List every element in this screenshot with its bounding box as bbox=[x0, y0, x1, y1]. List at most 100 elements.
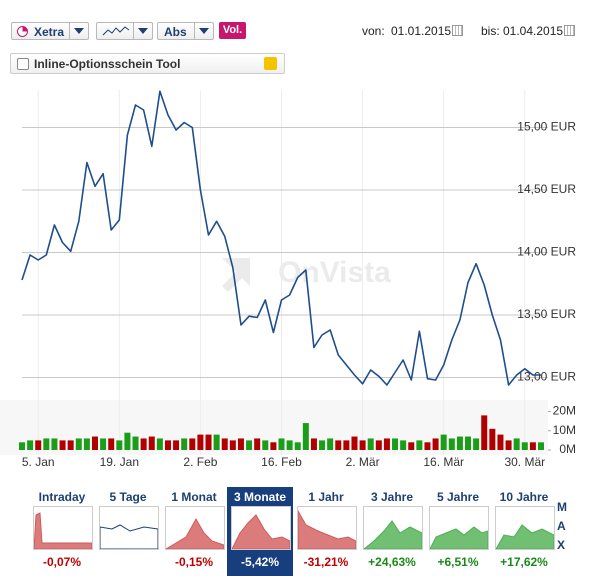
volume-bar bbox=[221, 438, 228, 450]
volume-bar bbox=[254, 438, 261, 450]
y-tick-label: 13,50 EUR bbox=[517, 307, 576, 321]
max-label[interactable]: X bbox=[557, 538, 566, 552]
period-thumbnail bbox=[495, 506, 555, 550]
volume-bar bbox=[229, 440, 236, 450]
volume-bar bbox=[432, 438, 439, 450]
x-tick-label: 16. Feb bbox=[261, 455, 302, 469]
max-label[interactable]: A bbox=[557, 519, 566, 533]
volume-bar bbox=[116, 440, 123, 450]
sparkline bbox=[164, 517, 225, 550]
volume-bar bbox=[319, 440, 326, 450]
volume-bar bbox=[148, 436, 155, 450]
x-tick-label: 19. Jan bbox=[100, 455, 139, 469]
volume-bar bbox=[473, 438, 480, 450]
mode-label: Abs bbox=[164, 25, 187, 39]
volume-bar bbox=[302, 423, 309, 450]
volume-tick-label: 20M bbox=[553, 404, 576, 418]
volume-bar bbox=[140, 438, 147, 450]
to-date[interactable]: 01.04.2015 bbox=[503, 24, 576, 38]
volume-bar bbox=[100, 438, 107, 450]
calendar-icon bbox=[452, 25, 464, 36]
tool-label: Inline-Optionsschein Tool bbox=[34, 57, 181, 71]
price-line bbox=[21, 90, 541, 386]
volume-bar bbox=[424, 442, 431, 450]
chart-type-dropdown[interactable] bbox=[96, 22, 153, 40]
period-change: +17,62% bbox=[500, 555, 548, 569]
volume-bar bbox=[538, 442, 544, 450]
volume-bar bbox=[335, 440, 342, 450]
volume-bar bbox=[27, 440, 34, 450]
from-date-text: 01.01.2015 bbox=[391, 24, 452, 38]
period-tab[interactable]: Intraday -0,07% bbox=[29, 487, 95, 576]
dropdown-arrow bbox=[194, 23, 213, 39]
mode-dropdown[interactable]: Abs bbox=[157, 22, 214, 40]
period-change: +24,63% bbox=[368, 555, 416, 569]
period-thumbnail bbox=[99, 506, 159, 550]
period-tab[interactable]: 5 Jahre +6,51% bbox=[425, 487, 491, 576]
period-tab[interactable]: 10 Jahre +17,62% bbox=[491, 487, 557, 576]
volume-bar bbox=[408, 442, 415, 450]
sparkline bbox=[231, 514, 291, 550]
sparkline-area bbox=[99, 524, 159, 550]
volume-bar bbox=[367, 438, 374, 450]
volume-bar bbox=[262, 440, 269, 450]
max-label[interactable]: M bbox=[557, 500, 567, 514]
volume-bar bbox=[35, 440, 42, 450]
period-tabs: Intraday -0,07% 5 Tage 1 Monat -0,15% 3 Monat… bbox=[29, 487, 557, 576]
volume-bar bbox=[51, 438, 58, 450]
period-tab[interactable]: 5 Tage bbox=[95, 487, 161, 576]
volume-bar bbox=[359, 440, 366, 450]
period-thumbnail bbox=[33, 506, 93, 550]
volume-bar bbox=[246, 440, 253, 450]
exchange-dropdown[interactable]: Xetra bbox=[11, 22, 89, 40]
volume-bar bbox=[237, 438, 244, 450]
period-change: -0,15% bbox=[174, 555, 214, 569]
volume-bar bbox=[375, 440, 382, 450]
period-label: Intraday bbox=[38, 490, 86, 504]
volume-bar bbox=[164, 440, 171, 450]
volume-bar bbox=[43, 438, 50, 450]
period-thumbnail bbox=[297, 506, 357, 550]
period-label: 10 Jahre bbox=[499, 490, 549, 504]
sparkline bbox=[99, 524, 159, 550]
checkbox[interactable] bbox=[17, 58, 29, 70]
volume-bar bbox=[505, 440, 512, 450]
period-tab[interactable]: 3 Monate -5,42% bbox=[227, 487, 293, 576]
period-change: -31,21% bbox=[303, 555, 349, 569]
period-tab[interactable]: 1 Jahr -31,21% bbox=[293, 487, 359, 576]
period-label: 1 Monat bbox=[171, 490, 217, 504]
y-tick-label: 14,50 EUR bbox=[517, 182, 576, 196]
volume-bar bbox=[67, 440, 74, 450]
x-tick-label: 2. Feb bbox=[183, 455, 217, 469]
volume-bar bbox=[278, 438, 285, 450]
volume-bar bbox=[351, 436, 358, 450]
to-label: bis: bbox=[481, 24, 500, 38]
y-tick-label: 13,00 EUR bbox=[517, 370, 576, 384]
period-label: 3 Monate bbox=[233, 490, 286, 504]
bank-logo bbox=[264, 57, 277, 70]
sparkline-area bbox=[231, 514, 291, 550]
volume-bar bbox=[383, 438, 390, 450]
x-tick-label: 2. Mär bbox=[346, 455, 380, 469]
period-change: -5,42% bbox=[240, 555, 280, 569]
to-date-text: 01.04.2015 bbox=[503, 24, 564, 38]
chart: OnVista 5. Jan 19. Jan 2. Feb 16. Feb 2. Mär… bbox=[0, 90, 576, 469]
volume-bar bbox=[19, 442, 25, 450]
volume-bar bbox=[489, 428, 496, 450]
period-change: -0,07% bbox=[42, 555, 82, 569]
period-tab[interactable]: 3 Jahre +24,63% bbox=[359, 487, 425, 576]
sparkline-area bbox=[495, 524, 555, 550]
sparkline bbox=[495, 524, 555, 550]
exchange-icon bbox=[17, 26, 28, 37]
y-tick-label: 14,00 EUR bbox=[517, 245, 576, 259]
volume-button[interactable]: Vol. bbox=[219, 22, 246, 39]
volume-bar bbox=[343, 440, 350, 450]
period-tab[interactable]: 1 Monat -0,15% bbox=[161, 487, 227, 576]
sparkline-area bbox=[33, 512, 93, 550]
sparkline-area bbox=[297, 509, 357, 550]
volume-bar bbox=[91, 436, 98, 450]
volume-bar bbox=[294, 442, 301, 450]
from-date[interactable]: 01.01.2015 bbox=[391, 24, 464, 38]
tool-bar: Inline-Optionsschein Tool bbox=[10, 53, 285, 74]
